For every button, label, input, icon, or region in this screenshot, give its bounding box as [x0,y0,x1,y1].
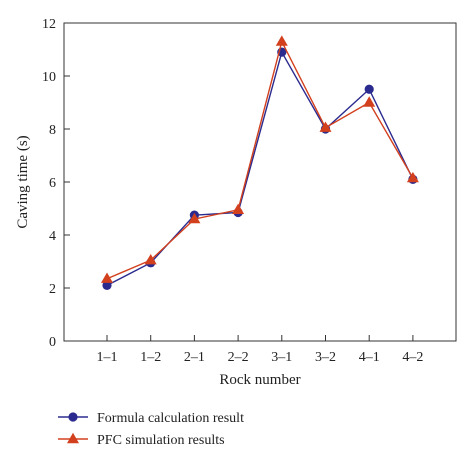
data-point [406,171,419,183]
y-tick-label: 8 [49,123,56,138]
legend-label: Formula calculation result [97,411,244,426]
y-tick-label: 12 [42,17,56,32]
legend-marker [68,412,78,422]
series-line [106,39,414,280]
x-tick-label: 2–2 [228,350,249,365]
series-2 [101,35,419,283]
x-tick-label: 3–2 [315,350,336,365]
plot-frame [63,22,457,342]
x-tick-label: 2–1 [184,350,205,365]
data-point [102,280,112,290]
legend-item: PFC simulation results [58,432,225,448]
y-tick-label: 4 [49,229,56,244]
data-point [232,203,245,215]
x-tick-label: 3–1 [271,350,292,365]
data-point [144,253,157,265]
y-tick-label: 2 [49,282,56,297]
y-axis-label: Caving time (s) [15,135,31,228]
x-axis-label: Rock number [219,372,300,388]
x-tick-label: 1–1 [97,350,118,365]
x-tick-label: 1–2 [140,350,161,365]
legend-marker [67,432,79,444]
y-tick-label: 10 [42,70,56,85]
legend-label: PFC simulation results [97,433,225,448]
x-tick-label: 4–1 [359,350,380,365]
x-axis: 1–1 1–2 2–1 2–2 3–1 3–2 4–1 4–2 [97,335,423,365]
y-tick-label: 6 [49,176,56,191]
series-1 [102,47,418,290]
data-point [275,35,288,46]
y-tick-label: 0 [49,335,56,350]
y-axis: 0 2 4 6 8 10 12 [42,17,70,350]
x-tick-label: 4–2 [402,350,423,365]
legend-item: Formula calculation result [58,411,244,426]
data-point [319,121,332,132]
data-point [364,84,374,94]
series-line [106,50,414,286]
data-point [188,212,201,224]
series-layer [101,35,419,290]
legend: Formula calculation result PFC simulation… [58,411,244,448]
data-point [101,272,113,283]
data-point [363,96,376,107]
